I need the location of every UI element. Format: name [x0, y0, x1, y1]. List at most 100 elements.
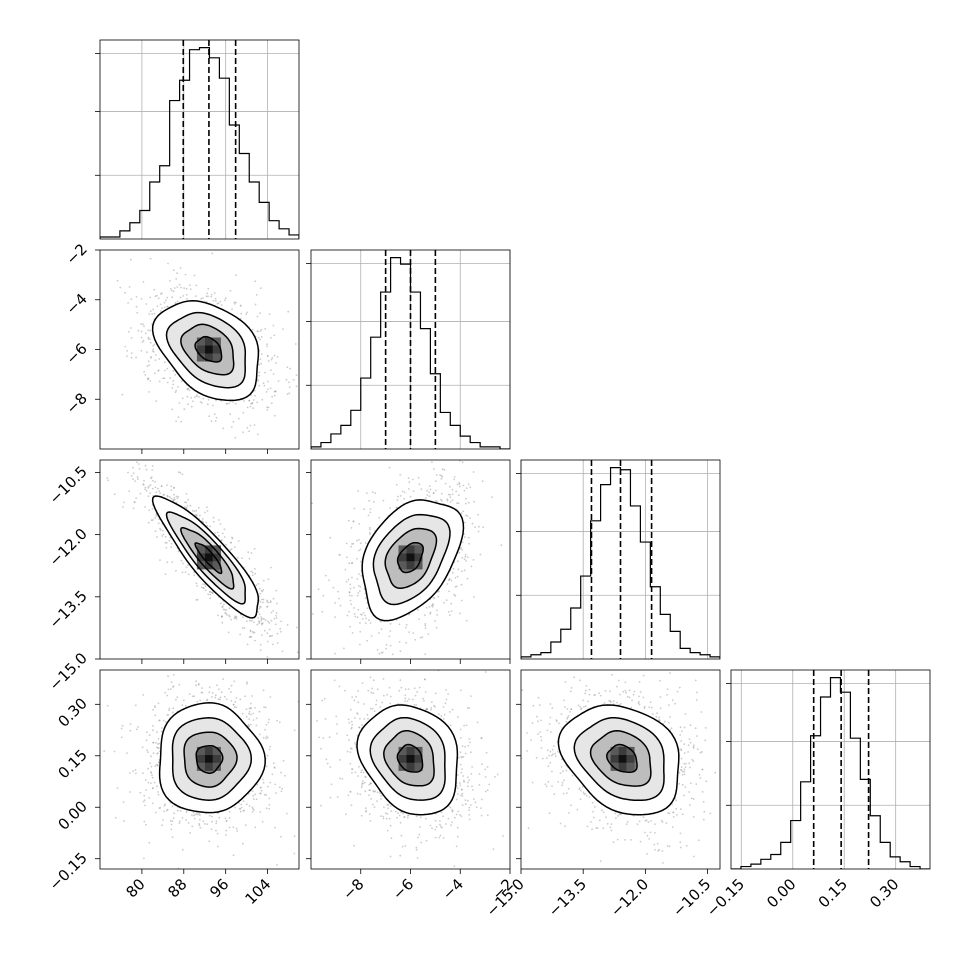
sample-point — [395, 483, 398, 486]
sample-point — [116, 437, 118, 439]
sample-point — [170, 653, 172, 655]
sample-point — [144, 506, 147, 508]
sample-point — [188, 284, 191, 286]
sample-point — [255, 798, 258, 801]
sample-point — [427, 633, 430, 635]
sample-point — [370, 635, 373, 637]
sample-point — [216, 531, 219, 534]
sample-point — [181, 397, 184, 400]
sample-point — [127, 302, 129, 304]
sample-point — [259, 287, 262, 289]
sample-point — [275, 362, 277, 364]
sample-point — [210, 293, 213, 296]
sample-point — [412, 478, 414, 481]
density-cell — [414, 553, 423, 562]
sample-point — [225, 609, 228, 612]
sample-point — [234, 402, 237, 405]
sample-point — [175, 569, 177, 572]
sample-point — [254, 303, 257, 306]
sample-point — [144, 373, 147, 376]
sample-point — [113, 493, 116, 496]
sample-point — [371, 491, 374, 494]
sample-point — [176, 809, 179, 812]
sample-point — [171, 408, 174, 411]
sample-point — [147, 377, 150, 380]
sample-point — [175, 389, 178, 392]
sample-point — [446, 456, 448, 458]
sample-point — [195, 684, 198, 687]
sample-point — [232, 420, 235, 423]
sample-point — [353, 586, 355, 589]
sample-point — [129, 258, 132, 261]
sample-point — [311, 502, 313, 505]
density-cell — [414, 545, 423, 554]
sample-point — [124, 345, 127, 348]
sample-point — [138, 463, 140, 465]
sample-point — [236, 556, 239, 559]
contour-line — [151, 300, 260, 402]
sample-point — [189, 288, 192, 291]
sample-point — [450, 610, 453, 612]
sample-point — [444, 482, 447, 485]
sample-point — [177, 416, 180, 419]
sample-point — [198, 396, 200, 398]
sample-point — [261, 634, 263, 636]
sample-point — [242, 431, 245, 434]
density-cell — [196, 545, 205, 554]
sample-point — [359, 586, 362, 588]
sample-point — [163, 301, 166, 304]
sample-point — [233, 546, 236, 548]
sample-point — [395, 506, 398, 509]
sample-point — [228, 402, 231, 405]
sample-point — [293, 852, 296, 855]
sample-point — [461, 541, 464, 544]
sample-point — [274, 623, 277, 626]
sample-point — [238, 417, 240, 420]
sample-point — [183, 408, 186, 411]
sample-point — [477, 525, 480, 528]
sample-point — [357, 490, 360, 492]
sample-point — [158, 490, 161, 492]
sample-point — [181, 571, 184, 574]
sample-point — [263, 629, 266, 632]
sample-point — [140, 298, 143, 300]
sample-point — [160, 485, 163, 488]
sample-point — [212, 404, 214, 407]
sample-point — [272, 643, 274, 646]
sample-point — [408, 481, 411, 484]
sample-point — [227, 631, 230, 634]
sample-point — [462, 444, 464, 446]
sample-point — [163, 493, 166, 496]
sample-point — [218, 534, 220, 537]
sample-point — [162, 719, 165, 722]
sample-point — [222, 678, 225, 680]
sample-point — [154, 359, 157, 361]
sample-point — [177, 550, 180, 553]
sample-point — [211, 252, 214, 255]
sample-point — [446, 583, 449, 585]
sample-point — [146, 365, 149, 367]
sample-point — [379, 620, 382, 623]
sample-point — [193, 817, 196, 820]
sample-point — [419, 636, 422, 639]
sample-point — [132, 478, 134, 480]
sample-point — [138, 468, 141, 470]
scatter-frame-group — [306, 459, 511, 664]
sample-point — [207, 398, 210, 401]
sample-point — [249, 424, 252, 427]
sample-point — [160, 293, 162, 295]
sample-point — [186, 395, 189, 398]
sample-point — [121, 393, 124, 396]
sample-point — [369, 531, 371, 534]
sample-point — [228, 826, 231, 829]
sample-point — [162, 377, 165, 380]
sample-point — [178, 402, 181, 404]
sample-point — [457, 568, 460, 571]
sample-point — [368, 499, 371, 502]
sample-point — [153, 312, 156, 315]
sample-point — [259, 312, 261, 314]
sample-point — [148, 485, 151, 488]
sample-point — [359, 560, 362, 563]
sample-point — [167, 675, 169, 678]
sample-point — [193, 574, 196, 577]
